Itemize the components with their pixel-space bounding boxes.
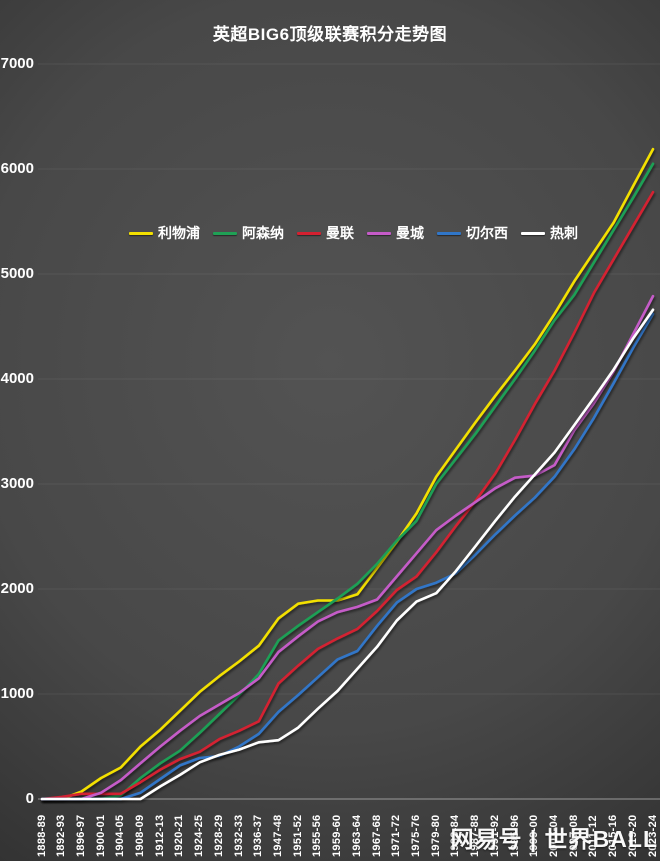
legend-line-swatch [367,231,391,235]
y-tick-label: 5000 [0,265,34,282]
y-tick-label: 1000 [0,685,34,702]
series-line-热刺 [40,308,655,801]
legend-item: 曼城 [367,223,424,243]
x-tick-label: 1896-97 [74,814,87,857]
legend-line-swatch [213,231,237,235]
x-tick-label: 1912-13 [153,814,166,857]
y-tick-label: 7000 [0,55,34,72]
x-tick-label: 1888-89 [35,814,48,857]
legend-item: 热刺 [521,223,578,243]
x-tick-label: 1959-60 [331,814,344,857]
x-tick-label: 1904-05 [114,814,127,857]
legend-line-swatch [297,231,321,235]
legend-line-swatch [521,231,545,235]
legend-label: 曼城 [396,225,424,241]
x-tick-label: 1971-72 [390,814,403,857]
x-tick-label: 1979-80 [429,814,442,857]
legend-item: 切尔西 [437,223,508,243]
x-tick-label: 1967-68 [370,814,383,857]
x-tick-label: 1924-25 [193,814,206,857]
legend-item: 利物浦 [129,223,200,243]
legend: 利物浦 阿森纳 曼联 曼城 切尔西 热刺 [55,223,652,243]
x-tick-label: 1920-21 [173,814,186,857]
x-tick-label: 1908-09 [134,814,147,857]
watermark: 网易号 | 世界BALL [450,826,658,852]
y-tick-label: 6000 [0,160,34,177]
x-tick-label: 1936-37 [252,814,265,857]
legend-item: 曼联 [297,223,354,243]
chart-title: 英超BIG6顶级联赛积分走势图 [212,25,448,44]
x-tick-label: 1963-64 [350,814,363,857]
legend-line-swatch [437,231,461,235]
x-tick-label: 1892-93 [55,814,68,857]
legend-item: 阿森纳 [213,223,284,243]
x-tick-label: 1975-76 [409,814,422,857]
y-tick-label: 4000 [0,370,34,387]
legend-label: 热刺 [550,225,578,241]
legend-label: 阿森纳 [242,225,284,241]
y-tick-label: 2000 [0,580,34,597]
series-line-利物浦 [40,147,655,801]
legend-label: 曼联 [326,225,354,241]
x-tick-label: 1900-01 [94,814,107,857]
legend-label: 切尔西 [466,225,508,241]
y-tick-label: 0 [25,790,34,807]
x-tick-label: 1951-52 [291,814,304,857]
series-line-曼联 [40,190,655,801]
series-lines [40,147,655,801]
y-tick-label: 3000 [0,475,34,492]
series-line-阿森纳 [40,162,655,801]
gridlines [38,63,660,800]
x-tick-label: 1955-56 [311,814,324,857]
x-tick-label: 1947-48 [272,814,285,857]
series-line-曼城 [40,294,655,801]
x-tick-label: 1928-29 [212,814,225,857]
series-line-切尔西 [40,312,655,801]
legend-label: 利物浦 [158,225,200,241]
x-tick-label: 1932-33 [232,814,245,857]
legend-line-swatch [129,231,153,235]
